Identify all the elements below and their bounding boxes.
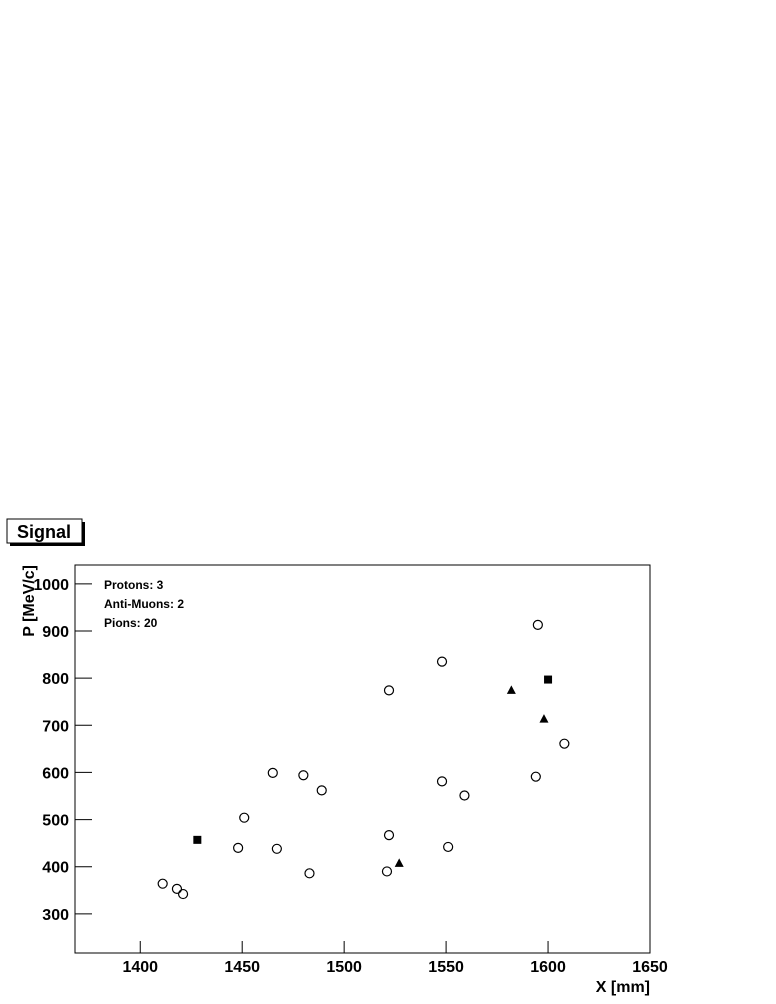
circle-point xyxy=(530,771,541,782)
y-axis-label: P [MeV/c] xyxy=(21,565,38,637)
triangle-point xyxy=(394,858,404,867)
y-tick-label: 900 xyxy=(42,624,69,641)
x-tick-label: 1400 xyxy=(122,959,158,976)
y-tick-label: 700 xyxy=(42,718,69,735)
circle-point xyxy=(559,738,570,749)
x-tick-label: 1650 xyxy=(632,959,668,976)
y-tick-label: 1000 xyxy=(33,577,69,594)
y-tick-label: 300 xyxy=(42,907,69,924)
title-box xyxy=(6,518,83,544)
circle-point xyxy=(271,843,282,854)
circle-point xyxy=(383,685,395,696)
legend-entry: Pions: 20 xyxy=(104,616,158,630)
circle-point xyxy=(239,812,250,823)
circle-point xyxy=(298,770,309,781)
x-tick-label: 1500 xyxy=(326,959,362,976)
circle-point xyxy=(383,830,395,841)
chart-title: Signal xyxy=(17,522,71,542)
y-tick-label: 800 xyxy=(42,671,69,688)
legend-entry: Anti-Muons: 2 xyxy=(104,597,184,611)
circle-point xyxy=(459,790,470,801)
circle-point xyxy=(177,888,189,900)
circle-point xyxy=(436,656,448,667)
x-axis-label: X [mm] xyxy=(596,979,650,996)
circle-point xyxy=(381,866,393,877)
triangle-point xyxy=(539,714,549,723)
x-tick-label: 1550 xyxy=(428,959,464,976)
y-tick-label: 500 xyxy=(42,813,69,830)
y-tick-label: 400 xyxy=(42,860,69,877)
circle-point xyxy=(171,883,183,894)
square-point xyxy=(193,835,202,844)
circle-point xyxy=(443,841,454,853)
y-tick-label: 600 xyxy=(42,765,69,782)
triangle-point xyxy=(506,685,516,694)
circle-point xyxy=(267,767,278,779)
legend-entry: Protons: 3 xyxy=(104,578,164,592)
circle-point xyxy=(436,776,448,787)
square-point xyxy=(544,675,553,684)
circle-point xyxy=(157,878,168,889)
x-tick-label: 1450 xyxy=(224,959,260,976)
circle-point xyxy=(532,619,543,630)
x-tick-label: 1600 xyxy=(530,959,566,976)
circle-point xyxy=(233,842,244,853)
circle-point xyxy=(316,785,327,796)
circle-point xyxy=(304,868,315,879)
plot-frame xyxy=(74,564,651,954)
